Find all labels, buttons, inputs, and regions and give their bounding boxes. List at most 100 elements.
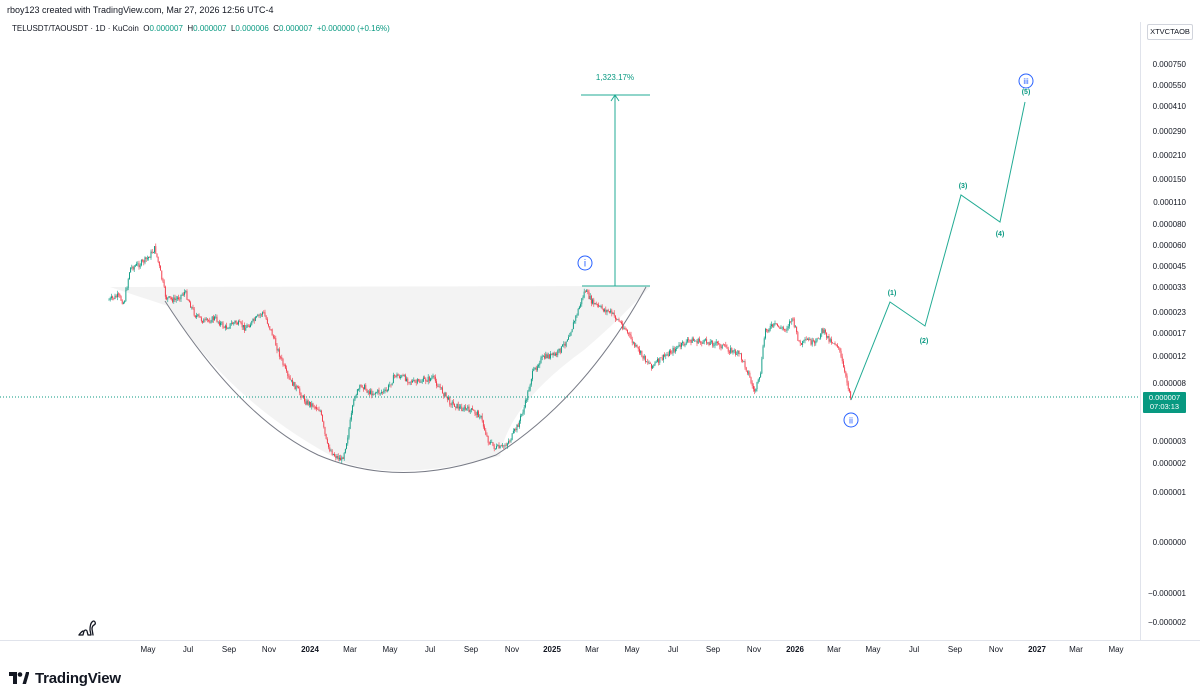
candle-body: [230, 323, 232, 324]
candle-body: [552, 352, 554, 355]
candle-body: [671, 352, 673, 354]
candle-body: [467, 406, 469, 409]
candle-body: [367, 391, 369, 393]
candle-body: [627, 330, 628, 333]
candle-body: [294, 382, 296, 390]
candle-body: [484, 426, 485, 431]
candle-body: [534, 367, 536, 369]
candle-body: [496, 446, 497, 449]
candle-body: [352, 405, 353, 413]
candle-body: [464, 406, 466, 410]
candle-body: [362, 387, 364, 390]
time-tick-label: 2024: [301, 645, 319, 654]
time-tick-label: Mar: [343, 645, 357, 654]
price-tick-label: 0.000210: [1153, 151, 1187, 160]
candle-body: [323, 421, 325, 427]
candle-body: [596, 304, 598, 305]
cup-curve[interactable]: [164, 286, 647, 473]
time-tick-label: Sep: [222, 645, 237, 654]
candle-body: [296, 386, 298, 387]
candle-body: [290, 379, 292, 381]
symbol-name[interactable]: TELUSDT/TAOUSDT · 1D · KuCoin: [12, 24, 139, 33]
candle-body: [600, 306, 602, 307]
candle-body: [430, 378, 431, 381]
cup-shape[interactable]: [110, 286, 650, 471]
change-value: +0.000000 (+0.16%): [316, 24, 390, 33]
wave-label-5[interactable]: (5): [1022, 89, 1031, 96]
candle-body: [666, 354, 668, 356]
candle-body: [663, 354, 664, 360]
candle-body: [805, 339, 807, 340]
symbol-box[interactable]: XTVCTAOB: [1147, 24, 1193, 40]
candle-series[interactable]: [108, 243, 852, 464]
candle-body: [835, 344, 837, 346]
candle-body: [301, 397, 303, 398]
candle-body: [360, 385, 362, 386]
candle-body: [633, 342, 634, 344]
candle-body: [263, 312, 265, 313]
candle-body: [622, 323, 624, 329]
candle-body: [395, 375, 397, 377]
candle-body: [791, 318, 793, 322]
wave-label-4[interactable]: (4): [996, 231, 1005, 238]
candle-body: [260, 314, 262, 316]
candle-body: [130, 267, 132, 273]
elliott-projection-path[interactable]: [850, 101, 1026, 401]
candle-body: [478, 411, 479, 418]
candle-body: [679, 344, 681, 347]
candle-body: [490, 442, 491, 444]
candle-body: [571, 329, 573, 333]
candle-body: [334, 454, 335, 457]
candle-body: [762, 346, 764, 359]
wave-label-3[interactable]: (3): [959, 183, 968, 190]
candle-body: [809, 339, 811, 340]
tradingview-logo-icon: [9, 672, 29, 684]
candle-body: [560, 346, 562, 353]
candle-body: [511, 433, 513, 440]
candle-body: [839, 347, 841, 351]
candle-body: [488, 442, 490, 444]
candle-body: [539, 363, 541, 366]
candle-body: [847, 382, 849, 389]
candle-body: [487, 436, 489, 443]
candle-body: [233, 322, 235, 325]
candle-body: [739, 353, 741, 354]
low-value: 0.000006: [235, 24, 269, 33]
price-axis[interactable]: 0.000750 0.000550 0.000410 0.000290 0.000210…: [1148, 60, 1187, 627]
wave-label-2[interactable]: (2): [920, 338, 929, 345]
candle-body: [394, 375, 395, 376]
candle-body: [340, 457, 341, 461]
candle-body: [358, 389, 359, 390]
candle-body: [268, 323, 269, 327]
wave-label-i[interactable]: i: [577, 255, 593, 271]
candle-body: [641, 350, 643, 356]
candle-body: [837, 345, 838, 347]
wave-label-iii[interactable]: iii: [1018, 73, 1034, 89]
candle-body: [655, 361, 657, 363]
candle-body: [132, 266, 134, 270]
cup-pattern[interactable]: [110, 285, 650, 477]
candle-body: [287, 371, 289, 376]
candle-body: [703, 339, 705, 342]
candle-body: [246, 325, 248, 328]
candle-body: [325, 434, 327, 439]
candle-body: [155, 246, 157, 254]
candle-body: [589, 296, 591, 299]
candle-body: [156, 253, 158, 257]
candle-body: [192, 307, 194, 309]
wave-label-1[interactable]: (1): [888, 290, 897, 297]
dinosaur-icon[interactable]: [77, 619, 97, 637]
candle-body: [409, 381, 411, 383]
candle-body: [523, 407, 525, 413]
time-axis[interactable]: May Jul Sep Nov 2024 Mar May Jul Sep Nov 2025 Mar Ma…: [140, 645, 1123, 654]
candle-body: [421, 381, 423, 383]
candle-body: [424, 377, 425, 379]
price-range-measure[interactable]: 1,323.17%: [581, 73, 650, 286]
wave-label-ii[interactable]: ii: [843, 412, 859, 428]
candle-body: [117, 293, 118, 298]
candle-body: [337, 456, 339, 460]
candle-body: [619, 321, 621, 322]
candle-body: [667, 354, 669, 356]
candle-body: [675, 349, 676, 352]
